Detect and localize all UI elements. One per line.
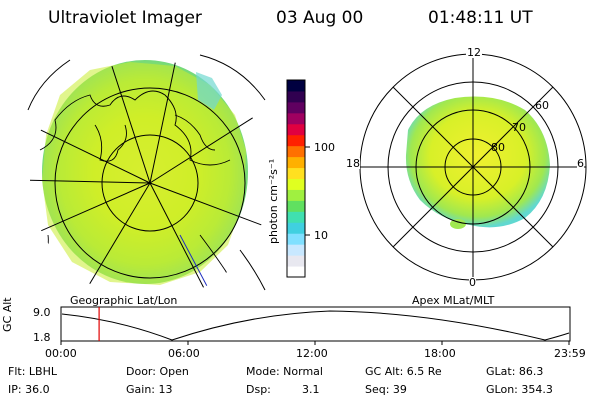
seq-status: Seq: 39 [365, 383, 407, 396]
time-tick-label: 12:00 [296, 347, 328, 360]
colorbar-segment [287, 178, 305, 190]
meridian-line [149, 182, 270, 231]
geographic-map [27, 54, 270, 300]
meridian-line [104, 60, 151, 184]
mlat-label-70: 70 [512, 121, 526, 134]
glat-status: GLat: 86.3 [486, 365, 544, 378]
gain-status: Gain: 13 [126, 383, 173, 396]
colorbar-segment [287, 123, 305, 136]
time-label: 01:48:11 UT [428, 8, 533, 28]
lat-circle-80 [101, 134, 199, 232]
mlt-label-18: 18 [346, 157, 360, 170]
outer-arc [239, 249, 266, 291]
time-tick-label: 23:59 [554, 347, 586, 360]
time-tick-label: 00:00 [45, 347, 77, 360]
colorbar-segment [287, 145, 305, 158]
mlat-label-80: 80 [491, 141, 505, 154]
ip-status: IP: 36.0 [8, 383, 50, 396]
timeline-ymin: 1.8 [33, 331, 51, 344]
meridian-line [149, 60, 181, 184]
time-tick-label: 18:00 [424, 347, 456, 360]
right-map-caption: Apex MLat/MLT [412, 294, 495, 307]
low-emission-patch [196, 72, 222, 110]
colorbar-segment [287, 90, 305, 103]
mlt-diagonal [392, 86, 554, 248]
aurora-patch [450, 219, 466, 229]
gc-alt-status: GC Alt: 6.5 Re [365, 365, 442, 378]
terminator-line [179, 234, 209, 289]
colorbar [287, 80, 305, 278]
colorbar-tick-label-100: 100 [314, 141, 335, 154]
mlt-label-12: 12 [466, 46, 482, 59]
coastline [39, 90, 231, 166]
colorbar-segment [287, 244, 305, 256]
coastline [94, 124, 127, 162]
meridian-line [149, 109, 266, 184]
outer-arc [27, 59, 71, 111]
aurora-blob-left [42, 62, 246, 285]
time-tick-label: 06:00 [168, 347, 200, 360]
colorbar-frame [286, 79, 306, 278]
meridian-line [30, 179, 151, 184]
filter-status: Flt: LBHL [8, 365, 57, 378]
altitude-curve [61, 310, 570, 341]
glon-status: GLon: 354.3 [486, 383, 553, 396]
dsp-value: 3.1 [302, 383, 320, 396]
colorbar-segment [287, 255, 305, 267]
coastline [39, 234, 49, 271]
colorbar-segment [287, 112, 305, 125]
colorbar-segment [287, 101, 305, 114]
lat-circle-70 [54, 87, 246, 279]
meridian-line [149, 182, 211, 300]
colorbar-segment [287, 189, 305, 201]
colorbar-segment [287, 200, 305, 212]
colorbar-segment [287, 80, 305, 92]
colorbar-segment [287, 167, 305, 179]
meridian-line [30, 182, 151, 241]
door-status: Door: Open [126, 365, 189, 378]
timeline-ylabel: GC Alt [1, 297, 14, 332]
timeline-ymax: 9.0 [33, 306, 51, 319]
mlt-label-0: 0 [469, 276, 476, 289]
coastline [174, 114, 216, 151]
colorbar-unit-label: photon cm⁻²s⁻¹ [267, 158, 280, 244]
mlat-label-60: 60 [535, 99, 549, 112]
mlt-label-6: 6 [577, 157, 584, 170]
left-map-caption: Geographic Lat/Lon [70, 294, 178, 307]
outer-arc [199, 54, 266, 101]
colorbar-segment [287, 156, 305, 169]
meridian-line [30, 119, 151, 184]
colorbar-tick-label-10: 10 [314, 229, 328, 242]
colorbar-segment [287, 211, 305, 223]
date-label: 03 Aug 00 [276, 8, 364, 28]
magnetic-polar-plot [359, 53, 587, 281]
mode-status: Mode: Normal [246, 365, 323, 378]
dsp-label: Dsp: [246, 383, 271, 396]
colorbar-segment [287, 222, 305, 234]
meridian-line [79, 182, 151, 300]
colorbar-segment [287, 134, 305, 147]
altitude-timeline [60, 306, 571, 345]
colorbar-segment [287, 266, 305, 278]
colorbar-segment [287, 233, 305, 245]
instrument-title: Ultraviolet Imager [48, 8, 202, 28]
